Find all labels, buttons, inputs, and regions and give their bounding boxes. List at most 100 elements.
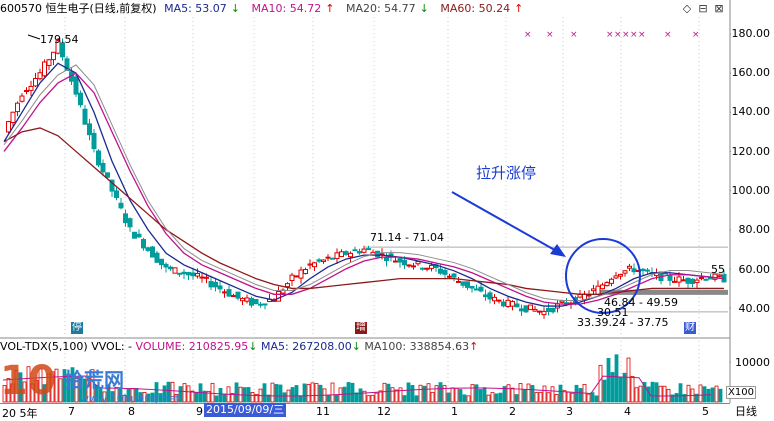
candle-body [510, 301, 515, 307]
volume-bar [458, 389, 463, 403]
volume-bar [250, 391, 255, 403]
candle-body [312, 262, 317, 268]
candle-body [289, 274, 295, 282]
volume-bar [434, 385, 439, 403]
candle-body [24, 89, 29, 92]
candle-body [294, 275, 299, 278]
volume-bar [586, 393, 591, 403]
candle-body [136, 233, 142, 238]
date-tick: 11 [316, 405, 330, 418]
volume-bar [222, 393, 227, 403]
date-tick: 9 [196, 405, 203, 418]
candle-body [429, 264, 434, 269]
candle-body [96, 150, 101, 166]
volume-bar [14, 369, 19, 403]
volume-bar [694, 393, 699, 403]
volume-bar [530, 385, 535, 403]
volume-bar [526, 383, 531, 403]
candle-body [325, 256, 331, 259]
ma5-value: MA5: 53.07 ↓ [164, 2, 241, 15]
candle-body [199, 276, 205, 279]
candle-body [42, 61, 47, 77]
volume-bar [270, 382, 275, 403]
finance-badge[interactable]: 财 [684, 322, 696, 334]
candle-body [438, 268, 443, 274]
volume-bar [558, 384, 563, 403]
volume-multiplier: X100 [726, 386, 756, 399]
volume-bar [366, 395, 371, 403]
event-marker: × [692, 30, 700, 40]
volume-bar [474, 384, 479, 403]
candle-body [523, 305, 529, 313]
volume-bar [162, 385, 167, 403]
close-icon[interactable]: ⊠ [714, 2, 724, 15]
event-marker: × [622, 30, 630, 40]
volume-bar [618, 377, 623, 403]
ma10-value: MA10: 54.72 ↑ [251, 2, 335, 15]
candle-body [114, 190, 119, 198]
candle-body [703, 278, 709, 281]
candle-body [595, 285, 601, 295]
candle-body [627, 265, 632, 269]
minimize-icon[interactable]: ⊟ [698, 2, 708, 15]
resistance-label: 71.14 - 71.04 [370, 231, 444, 244]
volume-bar [594, 395, 599, 403]
volume-bar [542, 385, 547, 403]
volume-bar [90, 369, 95, 403]
volume-bar [42, 384, 47, 403]
volume-bar [550, 386, 555, 403]
candle-body [78, 92, 83, 106]
suspend-badge[interactable]: 停 [71, 322, 83, 334]
candle-body [37, 72, 43, 80]
candle-body [226, 289, 232, 297]
candle-body [465, 281, 470, 288]
volume-bar [146, 393, 151, 403]
candle-body [334, 252, 340, 260]
candle-body [640, 268, 646, 272]
candle-body [82, 108, 88, 125]
restore-icon[interactable]: ◇ [682, 2, 692, 15]
support-label: 46.84 - 49.59 [604, 296, 678, 309]
volume-bar [506, 384, 511, 403]
volume-bar [46, 373, 51, 403]
candle-body [348, 252, 353, 258]
volume-bar [6, 378, 11, 403]
volume-bar [70, 367, 75, 403]
volume-bar [490, 392, 495, 403]
price-tick: 100.00 [731, 184, 771, 197]
volume-bar [266, 394, 271, 403]
candle-body [456, 280, 461, 283]
candle-body [352, 249, 358, 252]
candle-body [204, 276, 209, 279]
event-marker: × [546, 30, 554, 40]
volume-bar [30, 383, 35, 403]
period-button[interactable]: 日线 [735, 405, 757, 418]
volume-bar [18, 372, 23, 403]
volume-bar [218, 388, 223, 403]
volume-bar [234, 382, 239, 403]
candle-body [469, 285, 475, 289]
volume-bar [654, 382, 659, 403]
volume-bar [386, 383, 391, 403]
volume-bar [22, 381, 27, 403]
candle-body [240, 297, 245, 302]
volume-bar [390, 387, 395, 403]
increase-badge[interactable]: 增 [355, 322, 367, 334]
price-tick: 160.00 [731, 66, 771, 79]
volume-bar [110, 391, 115, 403]
date-tick: 7 [68, 405, 75, 418]
candle-body [343, 251, 349, 255]
volume-bar [658, 385, 663, 403]
candle-body [321, 259, 326, 263]
last-price-label: 55 [711, 263, 725, 276]
volume-bar [170, 381, 175, 403]
volume-bar [358, 388, 363, 403]
candle-body [591, 288, 596, 292]
candle-body [145, 247, 151, 251]
volume-bar [74, 378, 79, 403]
price-tick: 40.00 [738, 302, 771, 315]
volume-bar [26, 366, 31, 403]
event-marker: × [638, 30, 646, 40]
volume-bar [574, 384, 579, 403]
